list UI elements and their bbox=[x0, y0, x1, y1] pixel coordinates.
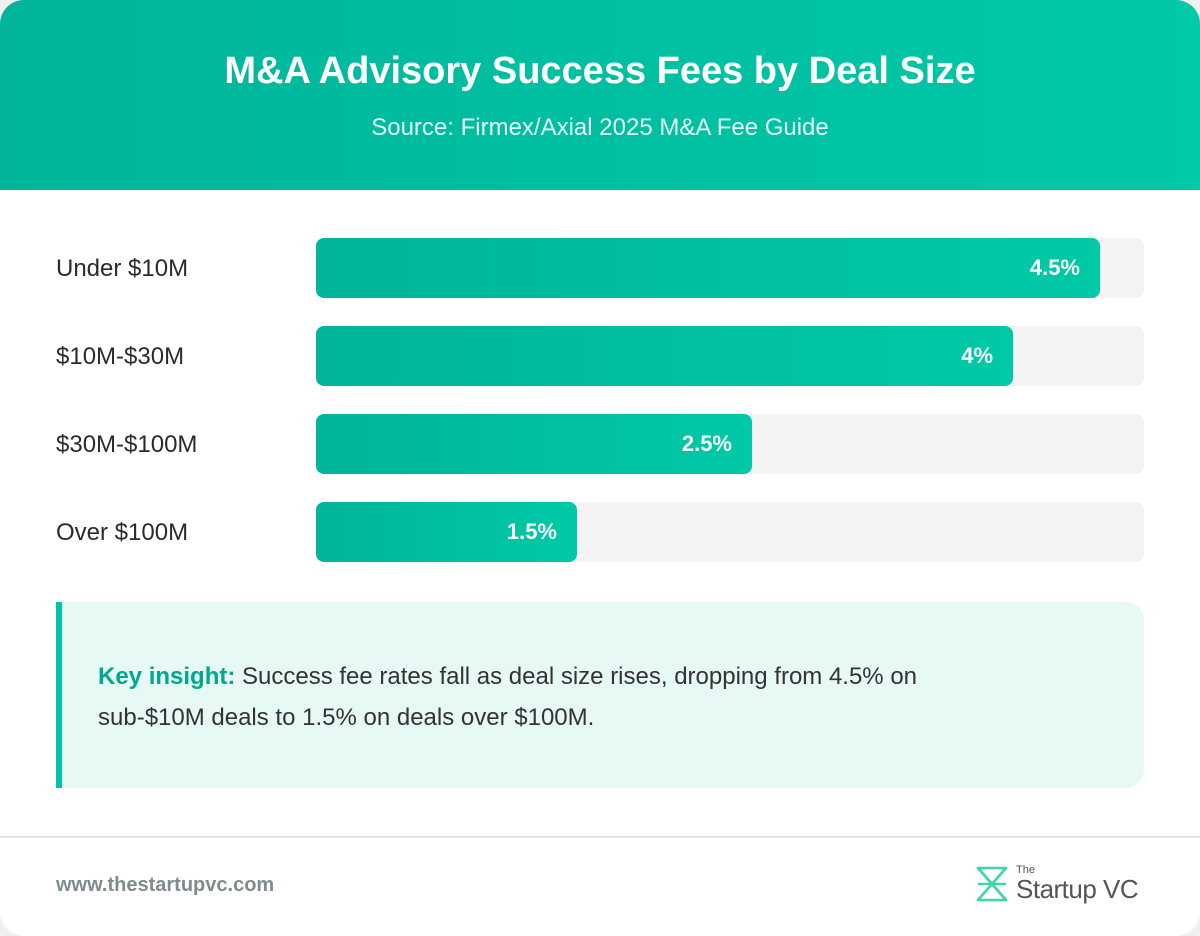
insight-text: Success fee rates fall as deal size rise… bbox=[98, 663, 918, 731]
bar-row: Over $100M 1.5% bbox=[0, 502, 1200, 562]
bar-value-label: 2.5% bbox=[681, 431, 732, 456]
bar-track: 4% bbox=[316, 326, 1144, 386]
bar-track: 1.5% bbox=[316, 502, 1144, 562]
bar: 2.5% bbox=[316, 414, 752, 474]
startupvc-logo-icon bbox=[976, 866, 1008, 902]
insight-box: Key insight: Success fee rates fall as d… bbox=[56, 602, 1144, 788]
category-label: Under $10M bbox=[56, 255, 189, 282]
bar-value-label: 1.5% bbox=[506, 519, 557, 544]
logo-the-text: The bbox=[1016, 864, 1035, 876]
bar: 4.5% bbox=[316, 238, 1100, 298]
category-label: $10M-$30M bbox=[56, 343, 185, 370]
bar-value-label: 4% bbox=[961, 343, 993, 368]
bar-chart: Under $10M 4.5% $10M-$30M 4% $30M-$100M 2.5% O… bbox=[0, 238, 1200, 568]
page-title: M&A Advisory Success Fees by Deal Size bbox=[224, 50, 976, 92]
header-banner: M&A Advisory Success Fees by Deal Size S… bbox=[0, 0, 1200, 190]
bar-row: $30M-$100M 2.5% bbox=[0, 414, 1200, 474]
bar-track: 2.5% bbox=[316, 414, 1144, 474]
insight-label: Key insight: bbox=[98, 663, 236, 690]
insight-paragraph: Key insight: Success fee rates fall as d… bbox=[98, 656, 1018, 738]
bar: 4% bbox=[316, 326, 1013, 386]
category-label: Over $100M bbox=[56, 519, 189, 546]
startupvc-logo: The Startup VC bbox=[974, 862, 1146, 906]
bar-row: $10M-$30M 4% bbox=[0, 326, 1200, 386]
footer-url: www.thestartupvc.com bbox=[56, 874, 275, 896]
bar: 1.5% bbox=[316, 502, 577, 562]
bar-row: Under $10M 4.5% bbox=[0, 238, 1200, 298]
bar-value-label: 4.5% bbox=[1029, 255, 1080, 280]
bar-track: 4.5% bbox=[316, 238, 1144, 298]
logo-name-text: Startup VC bbox=[1016, 874, 1139, 904]
category-label: $30M-$100M bbox=[56, 431, 198, 458]
source-subtitle: Source: Firmex/Axial 2025 M&A Fee Guide bbox=[371, 114, 829, 141]
footer-divider bbox=[0, 836, 1200, 838]
